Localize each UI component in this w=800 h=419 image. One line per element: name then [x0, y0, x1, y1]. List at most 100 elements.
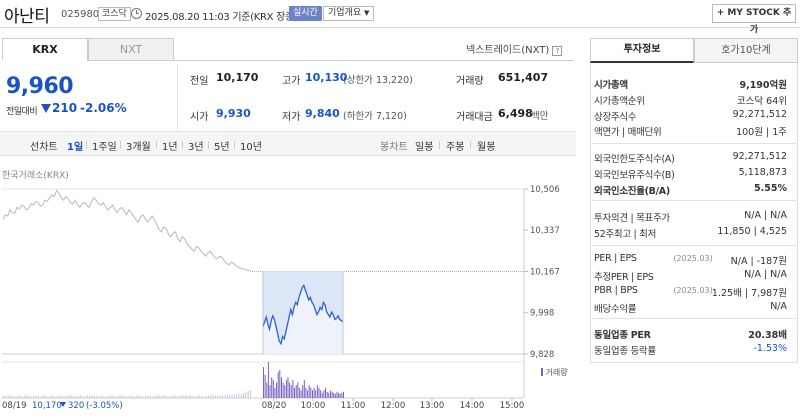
- upper-limit: (상한가 13,220): [343, 75, 413, 86]
- volume-bar: [279, 369, 281, 398]
- current-price: 9,960: [6, 74, 74, 99]
- volume-bar: [28, 395, 30, 398]
- info-row: 외국인소진율(B/A) 5.55%: [594, 183, 787, 197]
- volume-bar: [163, 395, 165, 398]
- volume-bar: [210, 394, 212, 398]
- volume-bar: [300, 390, 302, 398]
- volume-bar: [42, 395, 44, 398]
- volume-bar: [217, 395, 219, 398]
- volume-bar: [333, 392, 335, 398]
- period-3y[interactable]: 3년: [188, 142, 204, 153]
- change-percent: -2.06%: [80, 101, 127, 115]
- line-chart-button[interactable]: 선차트: [30, 142, 58, 153]
- x-tick-label: 15:00: [500, 401, 525, 411]
- candle-weekly[interactable]: 주봉: [446, 142, 465, 153]
- volume-bar: [84, 396, 86, 398]
- info-row: 배당수익률 N/A: [594, 301, 787, 315]
- x-tick-label: 13:00: [420, 401, 445, 411]
- volume-bar: [56, 395, 58, 398]
- info-key: 외국인한도주식수(A): [594, 154, 675, 165]
- tab-nxt[interactable]: NXT: [88, 38, 174, 61]
- prev-day-close: 10,170: [32, 401, 62, 411]
- y-tick-label: 10,506: [530, 185, 560, 195]
- period-3m[interactable]: 3개월: [126, 142, 151, 153]
- volume-bar: [284, 385, 286, 398]
- period-1w[interactable]: 1주일: [92, 142, 117, 153]
- period-1y[interactable]: 1년: [162, 142, 178, 153]
- info-key: 외국인소진율(B/A): [594, 186, 670, 197]
- info-key-sub: (2025.03): [673, 286, 713, 295]
- volume-bar: [247, 390, 249, 398]
- volume-bar: [236, 394, 237, 398]
- info-key: 시가총액: [594, 80, 628, 91]
- volume-bar: [321, 392, 323, 398]
- volume-bar: [219, 395, 221, 398]
- help-icon[interactable]: ?: [552, 46, 563, 56]
- tab-invest-info[interactable]: 투자정보: [590, 38, 694, 63]
- volume-bar: [264, 374, 266, 398]
- candle-monthly[interactable]: 월봉: [477, 142, 496, 153]
- volume-bar: [316, 385, 318, 398]
- low-label: 저가: [282, 112, 301, 123]
- volume-bar: [114, 396, 116, 398]
- info-value: 5.55%: [754, 183, 787, 194]
- nextrade-link[interactable]: 넥스트레이드(NXT) ?: [466, 41, 563, 56]
- info-row: 액면가 | 매매단위 100원 | 1주: [594, 124, 787, 138]
- volume-bar: [212, 395, 214, 398]
- info-key: 동일업종 등락률: [594, 346, 656, 357]
- candle-chart-label: 봉차트: [380, 142, 408, 153]
- add-my-stock-button[interactable]: + MY STOCK 추가: [712, 4, 796, 35]
- x-tick-label: 11:00: [341, 401, 366, 411]
- volume-bar: [243, 392, 244, 398]
- volume-bar: [282, 382, 284, 398]
- volume-legend: 거래량: [541, 367, 568, 378]
- volume-bar: [194, 396, 196, 398]
- volume-bar: [145, 395, 147, 398]
- volume-bar: [196, 395, 198, 398]
- volume-bar: [126, 396, 128, 398]
- info-value: N/A | N/A: [744, 269, 787, 280]
- prev-day-line: [2, 189, 251, 272]
- realtime-button[interactable]: 실시간: [289, 6, 322, 21]
- volume-bar: [203, 396, 205, 398]
- info-value: 9,190억원: [739, 80, 787, 91]
- volume-bar: [245, 391, 247, 398]
- volume-bar: [331, 391, 333, 398]
- tab-order-book[interactable]: 호가10단계: [694, 38, 798, 63]
- company-overview-button[interactable]: 기업개요 ▼: [323, 6, 375, 21]
- volume-bar: [277, 372, 279, 398]
- info-row: 외국인보유주식수(B) 5,118,873: [594, 167, 787, 181]
- volume-bar: [133, 396, 135, 398]
- info-key: 배당수익률: [594, 304, 637, 315]
- info-value: 코스닥 64위: [736, 96, 787, 107]
- period-5y[interactable]: 5년: [214, 142, 230, 153]
- volume-bar: [24, 395, 25, 398]
- candle-daily[interactable]: 일봉: [415, 142, 434, 153]
- period-10y[interactable]: 10년: [240, 142, 262, 153]
- volume-bar: [124, 395, 126, 398]
- info-row: 동일업종 등락률 -1.53%: [594, 343, 787, 357]
- volume-bar: [329, 390, 331, 398]
- period-separator: [156, 141, 157, 149]
- prev-close-value: 10,170: [216, 71, 259, 84]
- period-1d[interactable]: 1일: [67, 142, 84, 153]
- volume-bar: [65, 395, 67, 398]
- volume-bar: [303, 380, 305, 398]
- volume-bar: [325, 387, 326, 398]
- volume-bar: [152, 396, 154, 398]
- tab-krx[interactable]: KRX: [2, 38, 88, 61]
- volume-bar: [215, 395, 216, 398]
- info-row: 52주최고 | 최저 11,850 | 4,525: [594, 226, 787, 240]
- info-value: 92,271,512: [732, 109, 787, 120]
- today-line: [262, 283, 344, 346]
- volume-bar: [119, 394, 121, 398]
- volume-bar: [82, 395, 84, 398]
- volume-bar: [3, 395, 4, 398]
- y-tick-label: 9,998: [530, 309, 554, 319]
- volume-bar: [208, 395, 210, 398]
- volume-bar: [21, 396, 23, 398]
- volume-bar: [292, 380, 294, 398]
- chevron-down-icon: ▼: [364, 9, 370, 17]
- price-chart[interactable]: 10,506 10,337 10,167 9,998 9,828 08/20 10:00 11…: [0, 176, 576, 419]
- volume-bar: [142, 396, 144, 398]
